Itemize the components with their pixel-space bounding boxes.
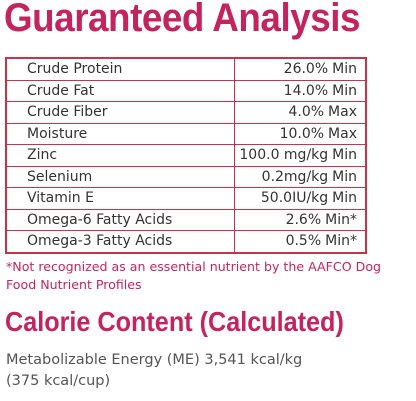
- amount: 14.0%: [283, 82, 329, 99]
- amount-cell: 50.0IU/kg Min: [234, 187, 367, 210]
- calorie-lines: Metabolizable Energy (ME) 3,541 kcal/kg (…: [6, 350, 302, 392]
- calorie-line: Metabolizable Energy (ME) 3,541 kcal/kg: [6, 352, 303, 368]
- basis: Min: [332, 82, 357, 99]
- amount-cell: 4.0% Max: [234, 101, 367, 124]
- row: Crude Fat 14.0% Min: [5, 79, 367, 102]
- amount-cell: 0.2mg/kg Min: [234, 165, 367, 188]
- amount: 100.0 mg/kg: [239, 147, 329, 164]
- nutrient: Vitamin E: [5, 187, 236, 210]
- calorie-heading: Calorie Content (Calculated): [5, 306, 344, 337]
- amount-cell: 26.0% Min: [234, 57, 367, 81]
- row: Omega-3 Fatty Acids 0.5% Min*: [5, 230, 367, 253]
- amount: 0.2mg/kg: [261, 168, 329, 185]
- amount: 4.0%: [288, 104, 325, 121]
- table-body: Crude Protein 26.0% Min Crude Fat 14.0% Min Cr…: [5, 57, 367, 253]
- basis: Min: [332, 190, 357, 207]
- amount-cell: 100.0 mg/kg Min: [234, 144, 367, 167]
- analysis-table: Crude Protein 26.0% Min Crude Fat 14.0% Min Cr…: [5, 57, 367, 254]
- nutrient: Selenium: [5, 165, 236, 188]
- row: Zinc 100.0 mg/kg Min: [5, 144, 367, 167]
- nutrient: Crude Protein: [5, 57, 236, 81]
- row: Moisture 10.0% Max: [5, 122, 367, 145]
- amount-cell: 2.6% Min*: [234, 208, 367, 231]
- nutrient: Omega-6 Fatty Acids: [5, 208, 236, 231]
- row: Crude Fiber 4.0% Max: [5, 101, 367, 124]
- calorie-line: (375 kcal/cup): [6, 373, 111, 389]
- amount: 26.0%: [283, 61, 329, 78]
- row: Selenium 0.2mg/kg Min: [5, 165, 367, 188]
- row: Vitamin E 50.0IU/kg Min: [5, 187, 367, 210]
- footnote: *Not recognized as an essential nutrient…: [6, 259, 382, 292]
- amount-cell: 10.0% Max: [234, 122, 367, 145]
- nutrient: Crude Fiber: [5, 101, 236, 124]
- basis: Min: [332, 168, 357, 185]
- nutrient: Moisture: [5, 122, 236, 145]
- amount: 10.0%: [279, 125, 325, 142]
- nutrient: Zinc: [5, 144, 236, 167]
- basis: Max: [328, 125, 357, 142]
- amount: 2.6%: [285, 211, 322, 228]
- row: Omega-6 Fatty Acids 2.6% Min*: [5, 208, 367, 231]
- nutrient: Crude Fat: [5, 79, 236, 102]
- amount-cell: 14.0% Min: [234, 79, 367, 102]
- title: Guaranteed Analysis: [4, 0, 360, 40]
- basis: Min*: [325, 233, 357, 250]
- basis: Min: [332, 147, 357, 164]
- row: Crude Protein 26.0% Min: [5, 57, 367, 81]
- basis: Min*: [325, 211, 357, 228]
- amount: 50.0IU/kg: [260, 190, 329, 207]
- basis: Max: [328, 104, 357, 121]
- amount: 0.5%: [285, 233, 322, 250]
- nutrient: Omega-3 Fatty Acids: [5, 230, 236, 253]
- amount-cell: 0.5% Min*: [234, 230, 367, 253]
- basis: Min: [332, 61, 357, 78]
